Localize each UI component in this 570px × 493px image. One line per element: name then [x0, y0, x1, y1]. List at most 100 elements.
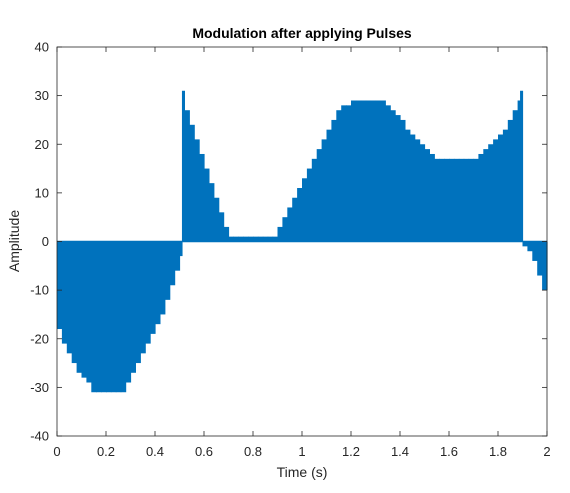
area-segment [233, 236, 239, 242]
y-tick-label: 30 [35, 88, 49, 103]
y-tick-label: -20 [30, 331, 49, 346]
area-segment [101, 241, 107, 393]
area-segment [527, 241, 533, 252]
y-tick-label: -30 [30, 380, 49, 395]
y-tick-label: 20 [35, 137, 49, 152]
area-segment [125, 241, 132, 383]
area-segment [375, 100, 381, 242]
area-segment [248, 236, 254, 242]
area-segment [218, 212, 225, 242]
area-segment [326, 129, 332, 242]
area-segment [66, 241, 73, 354]
area-segment [174, 241, 181, 271]
area-segment [532, 241, 538, 261]
x-tick-label: 0.4 [146, 444, 164, 459]
area-segment [181, 90, 185, 242]
area-segment [453, 158, 460, 242]
area-segment [76, 241, 83, 373]
area-segment [257, 236, 264, 242]
area-segment [194, 139, 200, 242]
area-segment [336, 110, 342, 242]
area-segment [409, 134, 416, 242]
area-segment [419, 144, 426, 242]
area-segment [262, 236, 269, 242]
area-segment [106, 241, 112, 393]
area-segment [189, 124, 195, 242]
area-segment [243, 236, 249, 242]
area-segment [502, 129, 509, 242]
area-segment [277, 226, 283, 242]
area-segment [238, 236, 244, 242]
area-segment [522, 241, 528, 247]
area-segment [169, 241, 176, 286]
area-segment [311, 158, 318, 242]
x-tick-label: 1.8 [489, 444, 507, 459]
area-segment [404, 129, 411, 242]
area-segment [155, 241, 161, 325]
area-segment [449, 158, 455, 242]
area-segment [380, 100, 386, 242]
x-tick-label: 1.4 [391, 444, 409, 459]
area-segment [488, 144, 494, 242]
area-segment [164, 241, 171, 300]
area-segment [267, 236, 274, 242]
area-segment [473, 158, 479, 242]
area-segment [341, 105, 347, 242]
area-segment [395, 115, 401, 242]
area-segment [213, 197, 220, 242]
x-tick-label: 0 [53, 444, 60, 459]
area-segment [478, 153, 484, 242]
area-segment [140, 241, 146, 354]
x-tick-label: 0.2 [97, 444, 115, 459]
area-segment [517, 100, 521, 242]
area-segment [208, 183, 215, 242]
area-segment [306, 168, 313, 242]
area-segment [292, 197, 298, 242]
area-segment [159, 241, 166, 315]
area-segment [483, 149, 489, 242]
area-segment [385, 105, 391, 242]
area-segment [512, 110, 519, 242]
x-tick-label: 2 [543, 444, 550, 459]
tick-layer: 0 0.2 0.4 0.6 0.8 1 1.2 1.4 1.6 1.8 2 -40 -30 -20 -10 0… [30, 40, 550, 460]
y-tick-label: 0 [42, 234, 49, 249]
series-layer [57, 90, 548, 393]
area-segment [179, 241, 183, 257]
area-segment [360, 100, 367, 242]
area-segment [71, 241, 78, 364]
area-segment [272, 236, 279, 242]
area-segment [282, 217, 288, 242]
area-segment [86, 241, 92, 383]
area-segment [287, 207, 293, 242]
area-segment [365, 100, 372, 242]
area-segment [321, 139, 328, 242]
area-segment [434, 158, 440, 242]
chart-title: Modulation after applying Pulses [192, 25, 412, 41]
area-segment [297, 188, 303, 242]
area-segment [468, 158, 475, 242]
x-tick-label: 1.2 [342, 444, 360, 459]
area-segment [429, 153, 435, 242]
area-segment [458, 158, 465, 242]
y-axis-label: Amplitude [6, 210, 22, 272]
x-tick-label: 0.8 [244, 444, 262, 459]
area-segment [57, 241, 63, 330]
area-segment [135, 241, 141, 364]
area-segment [120, 241, 127, 393]
area-segment [424, 149, 430, 242]
y-tick-label: -40 [30, 429, 49, 444]
area-segment [253, 236, 259, 242]
area-segment [115, 241, 122, 393]
area-segment [199, 153, 205, 242]
area-segment [498, 134, 504, 242]
area-segment [370, 100, 377, 242]
area-segment [463, 158, 470, 242]
x-axis-label: Time (s) [277, 464, 328, 480]
area-segment [542, 241, 548, 291]
area-segment [228, 236, 234, 242]
series-0 [57, 90, 548, 393]
area-segment [355, 100, 362, 242]
area-segment [81, 241, 87, 378]
area-segment [507, 119, 514, 242]
